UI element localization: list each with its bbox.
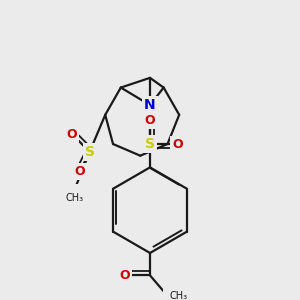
Text: CH₃: CH₃ [65,193,83,203]
Text: S: S [85,145,95,159]
Text: O: O [119,269,130,282]
Text: O: O [75,165,85,178]
Text: N: N [144,98,156,112]
Text: O: O [145,114,155,127]
Text: O: O [67,128,77,141]
Text: CH₃: CH₃ [169,291,188,300]
Text: O: O [172,137,183,151]
Text: S: S [145,137,155,151]
